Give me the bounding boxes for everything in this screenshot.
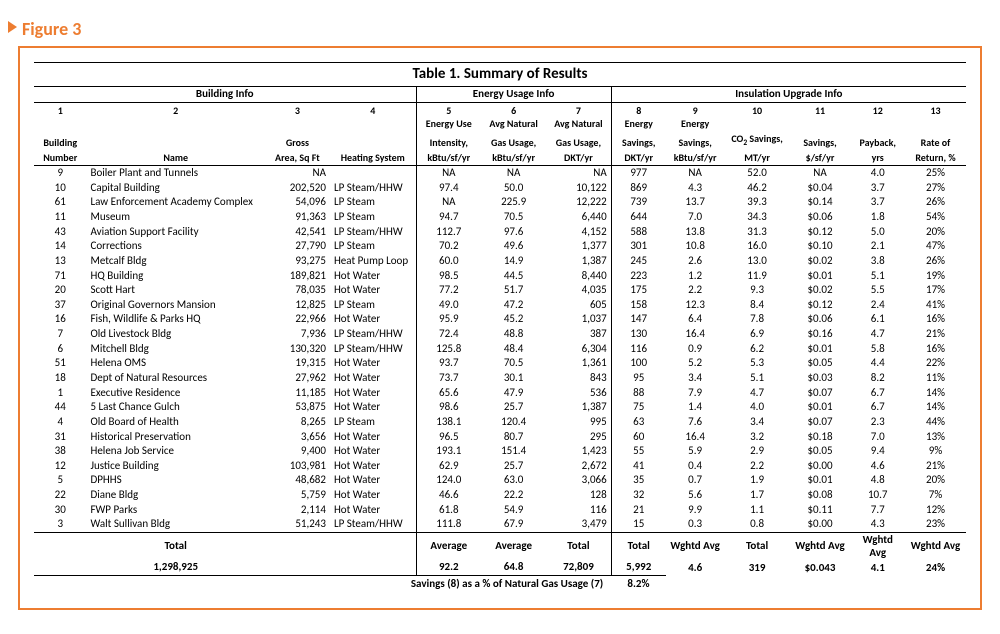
table-row: 13Metcalf Bldg93,275Heat Pump Loop60.014…	[34, 254, 966, 269]
header-row-3: NumberNameArea, Sq FtHeating System kBtu…	[34, 151, 966, 166]
table-row: 61Law Enforcement Academy Complex54,096L…	[34, 195, 966, 210]
table-title: Table 1. Summary of Results	[34, 63, 966, 87]
table-row: 31Historical Preservation3,656Hot Water9…	[34, 430, 966, 445]
table-row: 51Helena OMS19,315Hot Water93.770.51,361…	[34, 356, 966, 371]
results-table: Table 1. Summary of Results Building Inf…	[34, 62, 966, 592]
table-row: 38Helena Job Service9,400Hot Water193.11…	[34, 444, 966, 459]
figure-frame: Table 1. Summary of Results Building Inf…	[18, 46, 982, 610]
table-row: 12Justice Building103,981Hot Water62.925…	[34, 459, 966, 474]
table-row: 9Boiler Plant and TunnelsNANANANA977NA52…	[34, 166, 966, 181]
table-row: 37Original Governors Mansion12,825LP Ste…	[34, 298, 966, 313]
totals-value-row: 1,298,925 92.264.872,809 5,9924.6319 $0.…	[34, 560, 966, 575]
header-row-1: Energy UseAvg NaturalAvg Natural EnergyE…	[34, 117, 966, 132]
table-row: 1Executive Residence11,185Hot Water65.64…	[34, 386, 966, 401]
table-row: 71HQ Building189,821Hot Water98.544.58,4…	[34, 269, 966, 284]
table-row: 18Dept of Natural Resources27,962Hot Wat…	[34, 371, 966, 386]
table-row: 6Mitchell Bldg130,320LP Steam/HHW125.848…	[34, 342, 966, 357]
group-insulation: Insulation Upgrade Info	[611, 87, 966, 103]
table-row: 11Museum91,363LP Steam94.770.56,4406447.…	[34, 210, 966, 225]
totals-label-row: Total AverageAverageTotal TotalWghtd Avg…	[34, 533, 966, 561]
table-row: 22Diane Bldg5,759Hot Water46.622.2128325…	[34, 488, 966, 503]
group-energy: Energy Usage Info	[416, 87, 611, 103]
footnote-row: Savings (8) as a % of Natural Gas Usage …	[34, 575, 966, 591]
table-row: 10Capital Building202,520LP Steam/HHW97.…	[34, 181, 966, 196]
table-row: 30FWP Parks2,114Hot Water61.854.9116219.…	[34, 503, 966, 518]
table-row: 43Aviation Support Facility42,541LP Stea…	[34, 225, 966, 240]
header-row-2: BuildingGross Intensity,Gas Usage,Gas Us…	[34, 132, 966, 151]
table-row: 445 Last Chance Gulch53,875Hot Water98.6…	[34, 400, 966, 415]
figure-label: Figure 3	[22, 18, 982, 40]
table-row: 14Corrections27,790LP Steam70.249.61,377…	[34, 239, 966, 254]
table-row: 5DPHHS48,682Hot Water124.063.03,066350.7…	[34, 473, 966, 488]
table-row: 3Walt Sullivan Bldg51,243LP Steam/HHW111…	[34, 517, 966, 532]
column-number-row: 1234 567 8910111213	[34, 102, 966, 117]
table-row: 7Old Livestock Bldg7,936LP Steam/HHW72.4…	[34, 327, 966, 342]
table-row: 16Fish, Wildlife & Parks HQ22,966Hot Wat…	[34, 312, 966, 327]
table-row: 20Scott Hart78,035Hot Water77.251.74,035…	[34, 283, 966, 298]
group-building: Building Info	[34, 87, 416, 103]
table-row: 4Old Board of Health8,265LP Steam138.112…	[34, 415, 966, 430]
